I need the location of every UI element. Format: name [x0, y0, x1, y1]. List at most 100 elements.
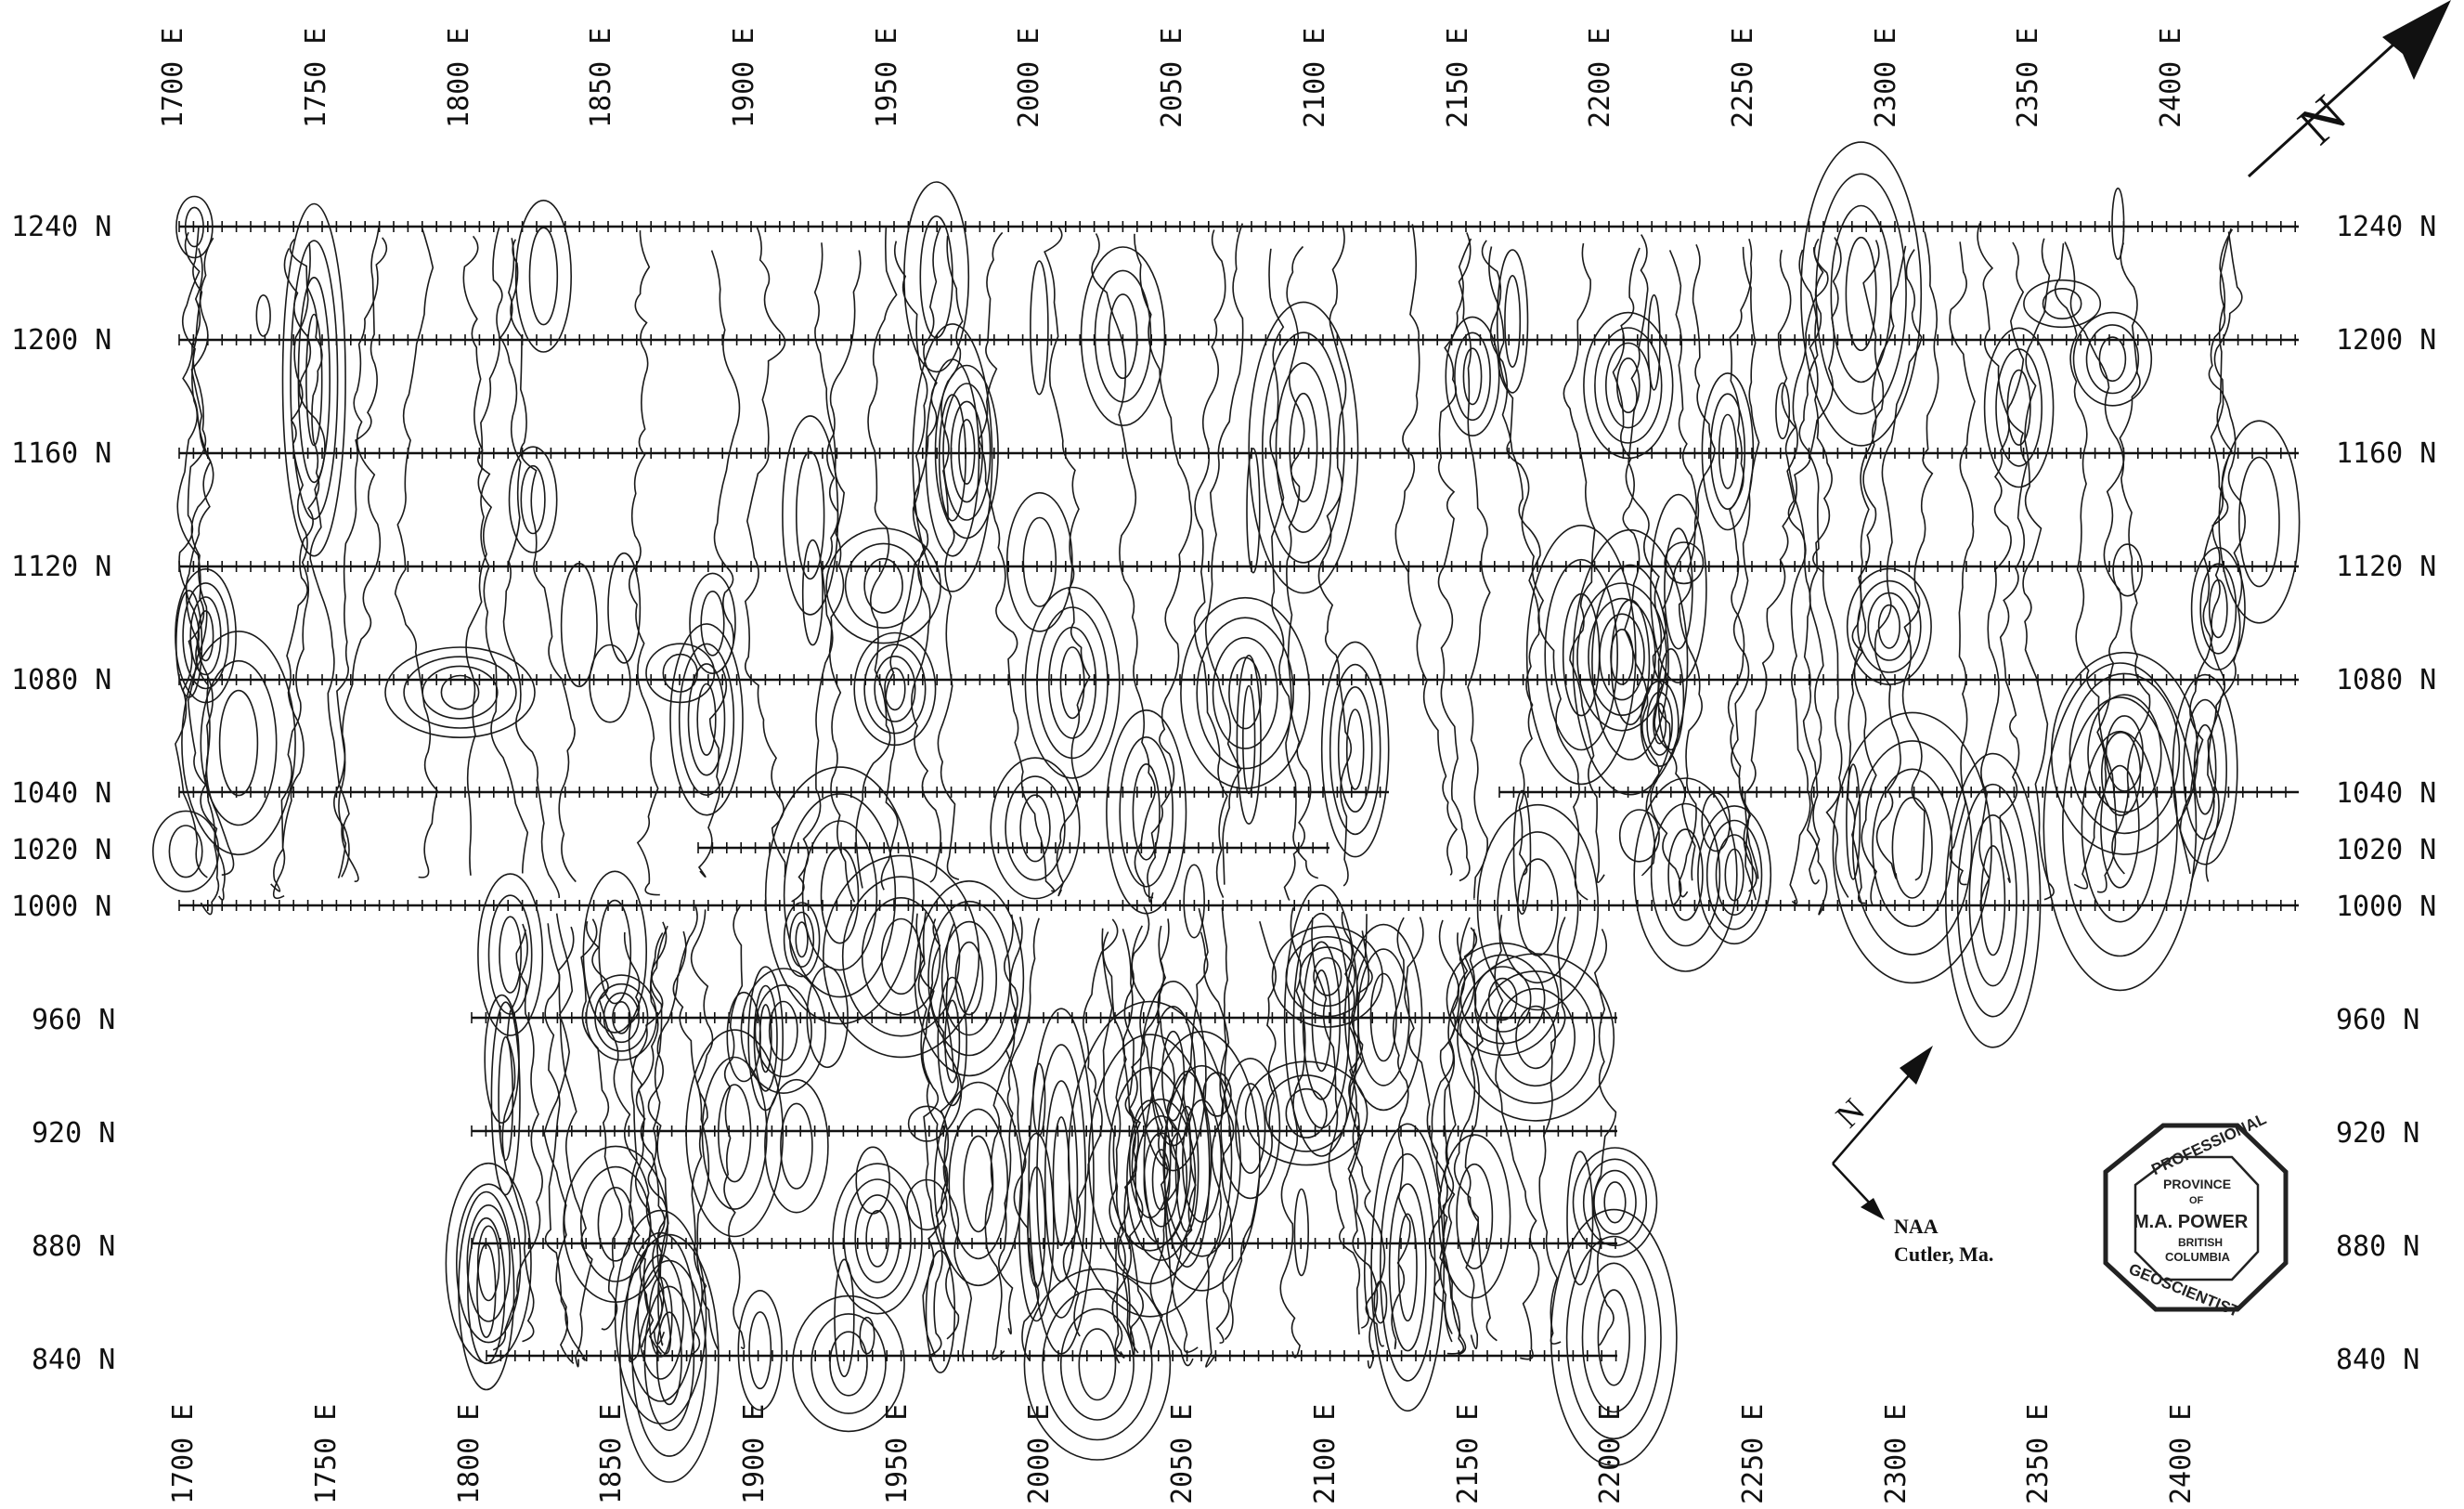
north-label: 1200 N — [11, 324, 111, 357]
contour-ring — [1504, 274, 1522, 368]
contour-ring — [944, 999, 961, 1084]
contour-ring — [1576, 582, 1667, 732]
contour-line — [828, 250, 862, 903]
contour-ring — [1022, 516, 1057, 607]
contour-ring — [508, 446, 558, 553]
contour-ring — [528, 227, 559, 326]
contour-line — [1193, 229, 1228, 898]
contour-line — [647, 925, 668, 1355]
north-arrow-icon: N — [2247, 0, 2451, 178]
contour-ring — [598, 899, 632, 1005]
contour-ring — [1235, 1083, 1266, 1175]
contour-line — [1285, 245, 1318, 879]
contour-ring — [1445, 316, 1500, 436]
contour-ring — [874, 656, 916, 722]
contour-ring — [1311, 969, 1332, 1073]
contour-line — [1641, 243, 1716, 877]
north-label: 840 N — [2336, 1344, 2419, 1376]
contour-ring — [737, 1289, 783, 1411]
contour-ring — [748, 1311, 772, 1390]
contour-ring — [1650, 493, 1707, 684]
contour-ring — [1724, 848, 1744, 902]
contour-ring — [1525, 524, 1637, 786]
contour-ring — [1775, 382, 1791, 440]
contour-line — [1102, 931, 1136, 1359]
contour-ring — [1459, 954, 1546, 1045]
contour-line — [984, 914, 1018, 1360]
contour-ring — [990, 757, 1081, 900]
contour-ring — [1059, 646, 1085, 720]
east-label: 2250 E — [1727, 28, 1759, 128]
contour-ring — [1800, 141, 1923, 447]
north-label: 960 N — [32, 1004, 115, 1036]
contour-ring — [919, 215, 953, 339]
contour-ring — [589, 644, 631, 723]
contour-ring — [1388, 1183, 1427, 1352]
contour-ring — [2172, 673, 2238, 865]
contour-line — [1101, 928, 1135, 1357]
contour-line — [1429, 932, 1469, 1343]
contour-ring — [1454, 332, 1491, 422]
contour-ring — [937, 976, 967, 1107]
north-label: 920 N — [2336, 1117, 2419, 1150]
contour-ring — [200, 659, 278, 826]
north-label: 1020 N — [11, 834, 111, 866]
contour-line — [1668, 250, 1703, 898]
contour-ring — [1597, 1289, 1631, 1386]
seal-text-of: OF — [2189, 1195, 2204, 1206]
contour-line — [2064, 241, 2151, 893]
contour-ring — [795, 450, 825, 580]
contour-ring — [655, 1311, 682, 1406]
contour-ring — [933, 1081, 1023, 1287]
east-label: 2400 E — [2165, 1404, 2198, 1504]
contour-ring — [560, 562, 598, 688]
contour-line — [623, 931, 672, 1355]
contour-ring — [1246, 448, 1261, 574]
contour-ring — [2101, 731, 2142, 816]
contour-line — [1347, 930, 1373, 1329]
contour-ring — [2081, 730, 2159, 923]
contour-line — [1437, 238, 1472, 882]
contour-line — [723, 905, 746, 1350]
contour-ring — [1945, 752, 2042, 1048]
easting-labels-top: 1700 E 1750 E 1800 E 1850 E 1900 E 1950 … — [157, 28, 2187, 128]
contour-line — [1215, 907, 1235, 1344]
contour-ring — [2061, 696, 2178, 957]
contour-line — [1391, 917, 1411, 1350]
contour-ring — [1228, 657, 1263, 730]
contour-ring — [421, 665, 499, 720]
contour-line — [1268, 248, 1312, 901]
contour-line — [2202, 231, 2243, 882]
contour-ring — [2100, 764, 2140, 889]
north-label: 1240 N — [11, 211, 111, 243]
contour-ring — [912, 323, 993, 592]
contour-ring — [1618, 809, 1660, 863]
east-label: 2000 E — [1023, 1404, 1056, 1504]
contour-ring — [1830, 204, 1892, 384]
east-label: 2400 E — [2155, 28, 2187, 128]
contour-ring — [456, 1183, 522, 1344]
contour-line — [1999, 241, 2028, 883]
contour-ring — [927, 900, 1011, 1057]
contour-line — [394, 227, 438, 878]
contour-ring — [1379, 1152, 1436, 1382]
northing-labels-left: 1240 N 1200 N 1160 N 1120 N 1080 N 1040 … — [11, 211, 115, 1376]
contour-ring — [1633, 777, 1738, 972]
contour-ring — [914, 879, 1025, 1077]
contour-line — [1348, 914, 1379, 1369]
contour-ring — [1562, 592, 1601, 717]
contour-ring — [1163, 1070, 1211, 1268]
contour-line — [1439, 917, 1471, 1356]
contour-ring — [829, 1331, 868, 1397]
contour-ring — [2023, 279, 2102, 329]
contour-ring — [476, 1225, 500, 1302]
contour-ring — [403, 656, 517, 729]
contour-line — [333, 237, 388, 878]
seal-text-professional: PROFESSIONAL — [2148, 1110, 2269, 1178]
east-label: 2050 E — [1156, 28, 1188, 128]
contour-ring — [445, 1162, 532, 1364]
contour-ring — [834, 1258, 855, 1378]
contour-ring — [1968, 813, 2017, 987]
contour-ring — [1701, 792, 1731, 852]
east-label: 2300 E — [1870, 28, 1902, 128]
